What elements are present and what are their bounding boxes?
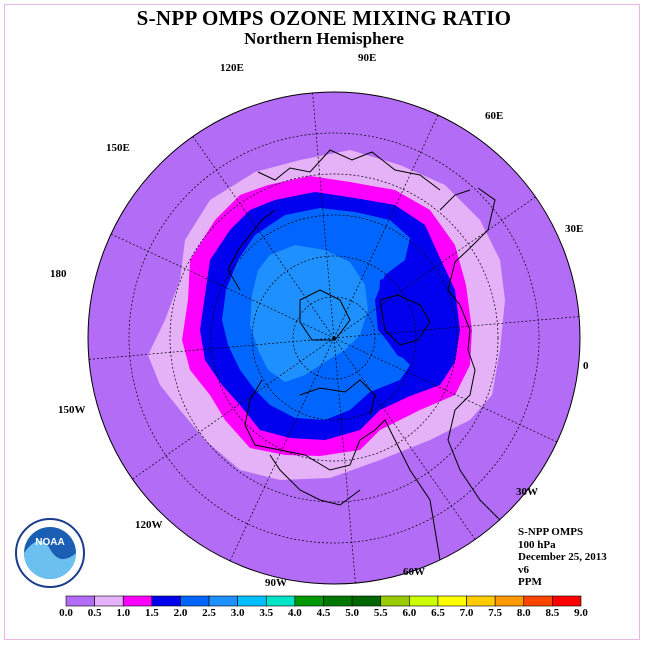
map-title: S-NPP OMPS OZONE MIXING RATIO (136, 6, 512, 30)
lon-label-120e: 120E (220, 62, 244, 74)
colorbar-tick-label: 4.5 (316, 607, 331, 619)
figure-frame (4, 4, 640, 640)
colorbar-tick-label: 3.0 (230, 607, 245, 619)
meridian-line (312, 92, 335, 339)
meridian-line (192, 136, 335, 339)
colorbar-swatch (466, 595, 496, 607)
noaa-logo: NOAA (15, 518, 85, 588)
colorbar-tick-label: 6.0 (402, 607, 417, 619)
lon-label-0: 0 (583, 360, 589, 372)
lon-label-60e: 60E (485, 110, 504, 122)
colorbar-tick-label: 2.0 (173, 607, 188, 619)
svg-text:NOAA: NOAA (35, 537, 64, 548)
info-instrument: S-NPP OMPS (518, 526, 584, 538)
colorbar-swatch (323, 595, 353, 607)
meridian-lines (88, 92, 580, 584)
lon-label-120w: 120W (135, 519, 163, 531)
colorbar-swatch (208, 595, 238, 607)
colorbar-tick-label: 0.5 (87, 607, 102, 619)
colorbar-swatch (523, 595, 553, 607)
meridian-line (333, 337, 356, 584)
colorbar-swatch (552, 595, 582, 607)
colorbar-tick-label: 0.0 (59, 607, 73, 619)
lon-label-90w: 90W (265, 577, 287, 589)
coastlines (227, 149, 501, 561)
lon-label-30e: 30E (565, 223, 584, 235)
meridian-line (333, 337, 558, 443)
colorbar-swatch (94, 595, 124, 607)
colorbar-swatch (65, 595, 95, 607)
colorbar-swatch (122, 595, 153, 607)
colorbar-tick-label: 9.0 (574, 607, 588, 619)
lon-label-60w: 60W (403, 566, 425, 578)
lon-label-150w: 150W (58, 404, 86, 416)
lon-label-150e: 150E (106, 142, 130, 154)
colorbar-swatch (294, 595, 324, 607)
info-level: 100 hPa (518, 538, 556, 551)
colorbar-tick-label: 5.0 (345, 607, 359, 619)
meridian-line (333, 114, 439, 339)
meridian-line (229, 337, 335, 562)
info-date: December 25, 2013 (518, 551, 607, 563)
lon-label-30w: 30W (516, 486, 538, 498)
colorbar-tick-label: 2.5 (202, 607, 216, 619)
map-subtitle: Northern Hemisphere (244, 29, 404, 48)
meridian-line (88, 337, 335, 360)
colorbar-tick-label: 1.0 (116, 607, 131, 619)
colorbar-swatch (237, 595, 267, 607)
colorbar (65, 595, 582, 607)
colorbar-tick-label: 3.5 (259, 607, 274, 619)
colorbar-tick-label: 7.0 (459, 607, 474, 619)
colorbar-swatch (380, 595, 410, 607)
colorbar-swatch (180, 595, 210, 607)
lon-label-90e: 90E (358, 52, 377, 64)
meridian-line (333, 316, 580, 339)
colorbar-swatch (351, 595, 382, 607)
colorbar-tick-label: 8.5 (545, 607, 560, 619)
info-units: PPM (518, 576, 542, 588)
colorbar-swatch (494, 595, 525, 607)
colorbar-swatch (437, 595, 467, 607)
colorbar-tick-label: 6.5 (431, 607, 445, 619)
colorbar-swatch (409, 595, 439, 607)
colorbar-tick-label: 7.5 (488, 607, 503, 619)
meridian-line (132, 337, 335, 480)
colorbar-swatch (151, 595, 181, 607)
colorbar-tick-label: 4.0 (288, 607, 302, 619)
contour-2.5-3.0 (250, 245, 368, 382)
colorbar-tick-label: 5.5 (373, 607, 388, 619)
info-version: v6 (518, 563, 529, 576)
latitude-lines (128, 132, 540, 544)
meridian-line (333, 337, 476, 540)
colorbar-swatch (265, 595, 296, 607)
lon-label-180: 180 (50, 268, 67, 280)
colorbar-tick-label: 8.0 (516, 607, 531, 619)
meridian-line (333, 196, 536, 339)
info-panel: S-NPP OMPS 100 hPa December 25, 2013 v6 … (518, 526, 607, 589)
meridian-line (110, 233, 335, 339)
colorbar-tick-label: 1.5 (144, 607, 159, 619)
